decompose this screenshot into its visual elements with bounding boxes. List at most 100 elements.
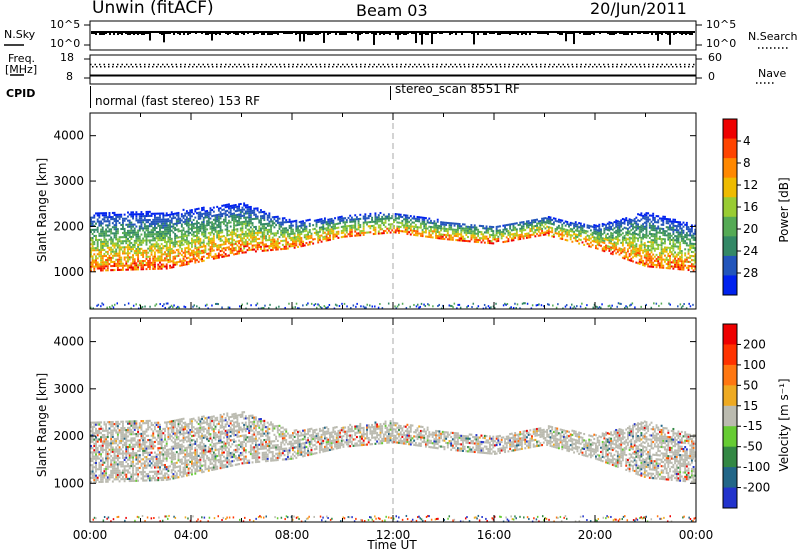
power-cell [497, 235, 500, 238]
velocity-cell [121, 450, 124, 453]
power-cell [273, 244, 276, 247]
power-cell [349, 214, 352, 217]
power-cell [248, 242, 251, 245]
power-cell [502, 224, 505, 227]
velocity-cell [120, 452, 123, 455]
velocity-cell [130, 439, 133, 442]
power-cell [456, 222, 459, 225]
power-cell [196, 250, 198, 253]
power-cell [669, 246, 671, 249]
power-cell [660, 217, 663, 220]
power-cell [132, 304, 135, 307]
power-cell [290, 245, 293, 248]
power-cell [416, 226, 419, 229]
power-cell [637, 249, 639, 252]
velocity-cell [123, 456, 126, 459]
velocity-cell [96, 468, 99, 471]
power-cell [284, 306, 286, 309]
power-cell [460, 233, 463, 236]
velocity-cell [128, 467, 131, 470]
power-cell [153, 259, 156, 262]
power-cell [626, 306, 629, 309]
power-cell [130, 264, 133, 267]
power-cell [630, 241, 633, 244]
power-cell [111, 254, 114, 257]
power-cell [458, 223, 461, 226]
power-cell [635, 251, 638, 254]
power-cell [159, 232, 161, 236]
power-cell [261, 223, 264, 226]
velocity-cell [133, 452, 136, 455]
power-cell [91, 239, 94, 242]
power-cell [148, 210, 151, 213]
power-cell [236, 215, 239, 218]
power-cell [268, 214, 271, 217]
power-cell [499, 233, 501, 236]
power-cell [432, 305, 434, 308]
power-cell [509, 225, 512, 228]
power-cell [332, 225, 335, 228]
power-cell [630, 257, 633, 260]
power-cell [689, 246, 692, 249]
power-cell [148, 249, 151, 252]
velocity-cell [132, 452, 134, 455]
power-cell [204, 210, 207, 213]
power-cell [234, 216, 237, 219]
power-cell [90, 230, 92, 234]
power-cell [135, 239, 138, 242]
power-cell [143, 231, 146, 234]
power-cell [450, 236, 453, 239]
power-cell [573, 233, 576, 236]
velocity-cell [113, 440, 116, 443]
power-cell [300, 226, 303, 229]
power-cell [241, 231, 244, 234]
power-cell [101, 212, 104, 215]
power-cell [123, 240, 126, 243]
power-cell [411, 217, 414, 220]
power-cell [541, 229, 544, 233]
power-cell [455, 230, 458, 233]
power-cell [655, 221, 658, 224]
power-cell [322, 225, 325, 229]
power-cell [216, 214, 219, 217]
power-cell [302, 244, 304, 247]
power-cell [285, 239, 288, 242]
velocity-cell [137, 445, 140, 448]
power-cell [374, 216, 377, 219]
power-cell [606, 247, 609, 250]
velocity-cell [108, 431, 111, 434]
power-cell [154, 304, 156, 307]
power-cell [170, 211, 173, 214]
power-cell [270, 218, 273, 221]
power-cell [305, 219, 308, 222]
power-cell [645, 244, 648, 247]
power-cell [229, 241, 232, 244]
power-cell [645, 230, 648, 233]
velocity-cell [103, 476, 106, 479]
power-cell [234, 246, 237, 249]
power-cell [453, 228, 456, 231]
power-cell [187, 256, 190, 259]
power-colorbar-segment [723, 255, 737, 276]
power-cell [633, 244, 636, 247]
power-cell [315, 219, 318, 222]
power-cell [542, 225, 545, 228]
velocity-cell [138, 424, 141, 427]
velocity-cell [108, 421, 111, 424]
power-cell [675, 237, 678, 240]
power-cell [101, 242, 104, 245]
velocity-cell [137, 426, 140, 429]
power-cell [372, 226, 375, 229]
power-cell [128, 242, 131, 245]
power-cell [534, 235, 537, 238]
power-cell [616, 224, 619, 227]
velocity-cell [108, 452, 111, 456]
power-cell [519, 237, 522, 241]
velocity-cell [98, 423, 101, 426]
power-cell [248, 208, 251, 211]
power-cell [377, 220, 380, 223]
power-cell [160, 251, 163, 254]
power-cell [167, 230, 170, 233]
power-cell [485, 235, 488, 238]
power-cell [473, 238, 476, 241]
